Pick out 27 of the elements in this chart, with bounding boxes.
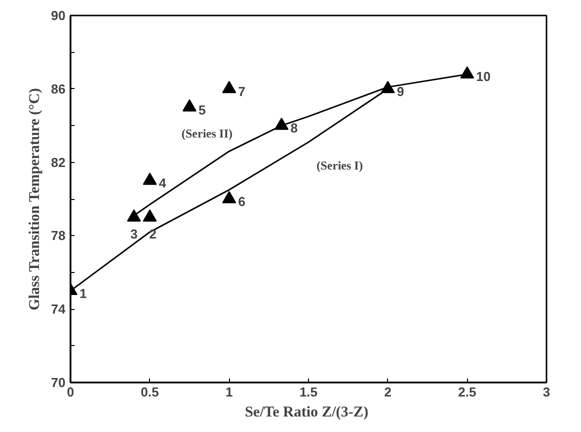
annotation: 8 bbox=[290, 120, 298, 136]
annotation: 1 bbox=[80, 286, 87, 301]
y-tick-label: 70 bbox=[51, 375, 66, 390]
y-axis-title: Glass Transition Temperature (°C) bbox=[27, 88, 44, 310]
x-tick-label: 0 bbox=[66, 384, 74, 400]
annotation: 3 bbox=[130, 226, 138, 242]
x-tick-label: 3 bbox=[542, 384, 550, 400]
annotation: (Series II) bbox=[182, 126, 232, 140]
y-tick-label: 90 bbox=[51, 8, 66, 23]
y-tick-label: 82 bbox=[51, 154, 66, 170]
x-tick-label: 0.5 bbox=[140, 384, 159, 400]
annotation: 6 bbox=[238, 194, 246, 209]
annotation: 10 bbox=[476, 69, 491, 84]
y-tick-label: 78 bbox=[51, 228, 66, 244]
annotation: 9 bbox=[396, 84, 404, 99]
x-tick-label: 2 bbox=[384, 384, 392, 400]
annotation: 7 bbox=[238, 84, 246, 99]
x-tick-label: 2.5 bbox=[458, 384, 476, 400]
x-tick-label: 1 bbox=[226, 384, 233, 400]
y-tick-label: 74 bbox=[51, 302, 66, 317]
annotation: 5 bbox=[198, 102, 206, 118]
annotation: 2 bbox=[149, 226, 156, 242]
annotation: (Series I) bbox=[316, 158, 363, 172]
annotation: 4 bbox=[158, 176, 167, 191]
x-axis-title: Se/Te Ratio Z/(3-Z) bbox=[244, 404, 368, 420]
y-tick-label: 86 bbox=[51, 81, 66, 96]
x-tick-label: 1.5 bbox=[299, 384, 318, 400]
